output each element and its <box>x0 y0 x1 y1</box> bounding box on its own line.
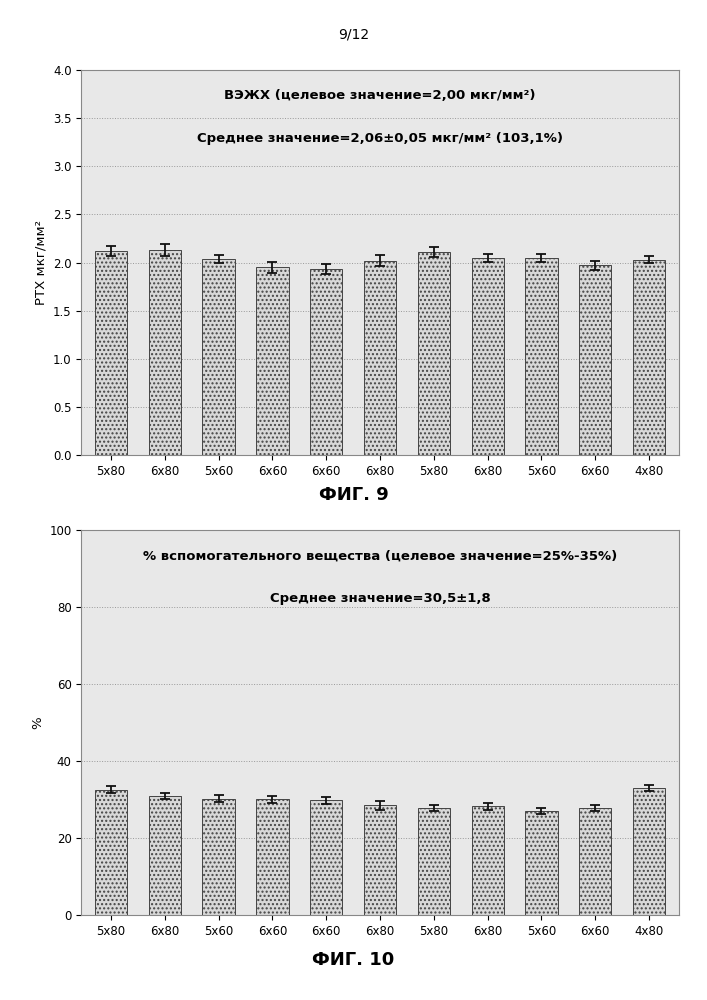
Text: Среднее значение=2,06±0,05 мкг/мм² (103,1%): Среднее значение=2,06±0,05 мкг/мм² (103,… <box>197 132 563 145</box>
Bar <box>525 811 558 915</box>
Bar <box>310 269 342 455</box>
Bar <box>148 250 181 455</box>
Bar <box>95 790 127 915</box>
Bar <box>95 251 127 455</box>
Y-axis label: %: % <box>31 716 44 729</box>
Text: Среднее значение=30,5±1,8: Среднее значение=30,5±1,8 <box>269 592 491 605</box>
Bar <box>579 265 612 455</box>
Bar <box>418 808 450 915</box>
Text: ФИГ. 9: ФИГ. 9 <box>319 486 388 504</box>
Bar <box>472 258 504 455</box>
Bar <box>633 260 665 455</box>
Bar <box>364 261 396 455</box>
Bar <box>633 788 665 915</box>
Bar <box>256 267 288 455</box>
Text: ФИГ. 10: ФИГ. 10 <box>312 951 395 969</box>
Bar <box>364 805 396 915</box>
Bar <box>310 800 342 915</box>
Bar <box>256 799 288 915</box>
Bar <box>525 258 558 455</box>
Bar <box>472 806 504 915</box>
Bar <box>202 259 235 455</box>
Text: % вспомогательного вещества (целевое значение=25%-35%): % вспомогательного вещества (целевое зна… <box>143 549 617 562</box>
Bar <box>202 799 235 915</box>
Bar <box>579 808 612 915</box>
Text: 9/12: 9/12 <box>338 28 369 42</box>
Bar <box>418 252 450 455</box>
Bar <box>148 796 181 915</box>
Y-axis label: РТХ мкг/мм²: РТХ мкг/мм² <box>35 220 47 305</box>
Text: ВЭЖХ (целевое значение=2,00 мкг/мм²): ВЭЖХ (целевое значение=2,00 мкг/мм²) <box>224 89 536 102</box>
